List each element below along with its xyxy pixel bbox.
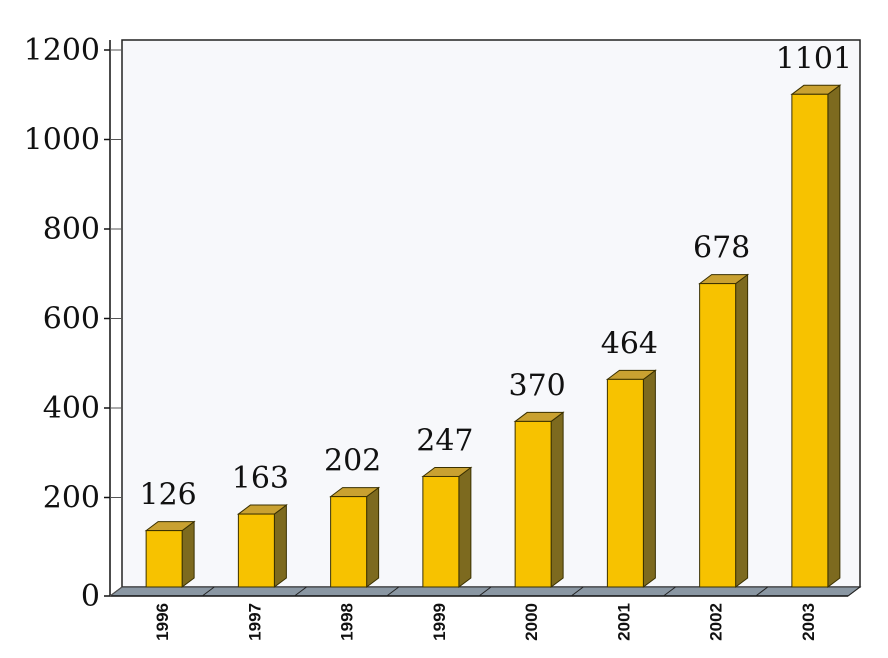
y-tick-connector	[109, 586, 123, 597]
data-label: 1101	[776, 41, 852, 76]
data-label: 202	[324, 444, 381, 479]
bar-side	[273, 504, 287, 588]
bar-side	[550, 411, 564, 588]
bar	[236, 504, 288, 588]
y-tick-label: 0	[81, 579, 100, 614]
data-label: 126	[139, 478, 196, 513]
bar-front	[422, 475, 460, 588]
floor-divider	[478, 586, 492, 597]
bar	[790, 84, 842, 588]
bar-front	[514, 420, 552, 588]
bar-front	[699, 283, 737, 588]
x-tick-label: 2002	[707, 603, 726, 641]
bar-side	[181, 520, 195, 588]
data-label: 247	[416, 423, 473, 458]
bar-side	[458, 466, 472, 588]
data-label: 370	[508, 368, 565, 403]
y-tick-label: 200	[43, 481, 100, 516]
bar-side	[735, 273, 749, 588]
x-tick-label: 2001	[614, 603, 633, 641]
data-labels-group: 126 163 202 247 370 464 678 1101	[139, 41, 852, 512]
bars-group	[144, 84, 842, 588]
plot-background	[121, 39, 861, 588]
x-tick-label: 2000	[522, 603, 541, 641]
y-tick-label: 400	[43, 391, 100, 426]
floor-divider	[386, 586, 400, 597]
bar-front	[330, 496, 368, 588]
data-label: 163	[232, 461, 289, 496]
x-tick-label: 1998	[338, 603, 357, 641]
floor-divider	[847, 586, 861, 597]
bar-front	[237, 513, 275, 588]
y-tick-label: 600	[43, 302, 100, 337]
bar-side	[366, 486, 380, 588]
x-tick-label: 1999	[430, 603, 449, 641]
bar-side	[827, 84, 841, 588]
x-tick-label: 2003	[799, 603, 818, 641]
bar-front	[606, 378, 644, 588]
x-tick-label: 1997	[245, 603, 264, 641]
floor-divider	[201, 586, 215, 597]
bar	[421, 466, 473, 588]
bar	[698, 273, 750, 588]
bar	[144, 520, 196, 588]
floor-divider	[570, 586, 584, 597]
bar	[605, 369, 657, 588]
bar	[329, 486, 381, 588]
floor-divider	[294, 586, 307, 597]
y-tick-label: 800	[43, 212, 100, 247]
floor-divider	[755, 586, 769, 597]
data-label: 678	[693, 231, 750, 266]
bar-front	[791, 93, 829, 588]
bar-side	[642, 369, 656, 588]
bar-front	[145, 530, 183, 588]
y-axis: 0 200 400 600 800 1000 1200	[24, 33, 123, 614]
plot-area	[121, 39, 861, 588]
x-axis: 1996 1997 1998 1999 2000 2001 2002 2003	[153, 603, 818, 641]
y-tick-label: 1200	[24, 33, 100, 68]
chart-floor	[108, 586, 862, 597]
data-label: 464	[601, 326, 658, 361]
bar	[513, 411, 565, 588]
y-tick-label: 1000	[24, 123, 100, 158]
x-tick-label: 1996	[153, 603, 172, 641]
floor-divider	[663, 586, 676, 597]
